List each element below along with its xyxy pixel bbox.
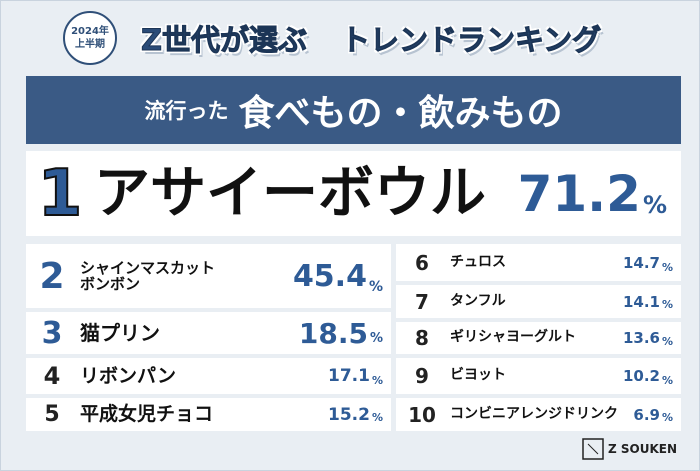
item-percent: 45.4 bbox=[292, 258, 367, 294]
rank-number: 7 bbox=[415, 289, 429, 314]
rank-number: 9 bbox=[415, 364, 429, 388]
percent-unit: % bbox=[369, 331, 383, 346]
category-banner: 流行った 食べもの・飲みもの bbox=[26, 76, 681, 144]
item-percent: 14.1 bbox=[622, 292, 660, 311]
item-percent: 71.2 bbox=[517, 164, 641, 223]
logo-text: Z SOUKEN bbox=[607, 442, 677, 456]
rank-number: 1 bbox=[37, 156, 84, 232]
item-percent: 17.1 bbox=[328, 366, 370, 386]
item-percent: 6.9 bbox=[633, 405, 660, 424]
ranking-item: 8 ギリシャヨーグルト 13.6% bbox=[396, 322, 681, 354]
banner-main: 食べもの・飲みもの bbox=[238, 93, 563, 134]
item-name: コンビニアレンジドリンク bbox=[450, 405, 618, 422]
item-name: 平成女児チョコ bbox=[80, 403, 214, 426]
percent-unit: % bbox=[661, 298, 673, 311]
percent-unit: % bbox=[661, 335, 673, 348]
item-name: 猫プリン bbox=[80, 321, 160, 345]
rank-number: 2 bbox=[39, 255, 65, 297]
percent-unit: % bbox=[371, 374, 383, 387]
item-name: タンフル bbox=[450, 292, 506, 309]
logo: Z SOUKEN bbox=[582, 438, 677, 460]
item-name: チュロス bbox=[450, 253, 506, 270]
ranking-item: 6 チュロス 14.7% bbox=[396, 244, 681, 281]
ranking-item: 2 シャインマスカット ボンボン 45.4% bbox=[26, 244, 391, 308]
ranking-item: 1 アサイーボウル 71.2% bbox=[26, 151, 681, 236]
ranking-item: 5 平成女児チョコ 15.2% bbox=[26, 398, 391, 431]
rank-number: 3 bbox=[41, 315, 63, 351]
percent-unit: % bbox=[642, 191, 667, 219]
rank-number: 5 bbox=[44, 402, 60, 427]
percent-unit: % bbox=[661, 374, 673, 387]
item-percent: 15.2 bbox=[328, 404, 370, 425]
ranking-item: 3 猫プリン 18.5% bbox=[26, 312, 391, 354]
percent-unit: % bbox=[371, 411, 383, 424]
logo-icon bbox=[582, 438, 604, 460]
item-name: リボンパン bbox=[80, 364, 176, 387]
item-percent: 13.6 bbox=[622, 329, 660, 347]
ranking-item: 9 ビヨット 10.2% bbox=[396, 358, 681, 394]
title: トレンドランキング bbox=[340, 23, 602, 58]
rank-number: 8 bbox=[415, 326, 429, 350]
ranking-item: 10 コンビニアレンジドリンク 6.9% bbox=[396, 398, 681, 431]
item-percent: 10.2 bbox=[622, 367, 660, 385]
title: Z世代が選ぶ bbox=[140, 23, 308, 58]
percent-unit: % bbox=[368, 279, 383, 295]
item-percent: 18.5 bbox=[298, 316, 368, 350]
banner-prefix: 流行った bbox=[144, 99, 229, 123]
rank-number: 10 bbox=[408, 402, 436, 427]
item-percent: 14.7 bbox=[622, 253, 660, 272]
item-name: シャインマスカット ボンボン bbox=[80, 258, 216, 293]
year-badge: 2024年 上半期 bbox=[63, 11, 117, 65]
rank-number: 4 bbox=[43, 362, 61, 390]
badge-period: 上半期 bbox=[75, 39, 105, 50]
rank-number: 6 bbox=[415, 250, 429, 275]
item-name: アサイーボウル bbox=[94, 160, 486, 226]
percent-unit: % bbox=[661, 261, 673, 274]
ranking-item: 4 リボンパン 17.1% bbox=[26, 358, 391, 394]
ranking-item: 7 タンフル 14.1% bbox=[396, 285, 681, 318]
item-name: ギリシャヨーグルト bbox=[450, 329, 576, 346]
badge-year: 2024年 bbox=[71, 26, 109, 37]
percent-unit: % bbox=[661, 411, 673, 424]
item-name: ビヨット bbox=[450, 367, 506, 384]
